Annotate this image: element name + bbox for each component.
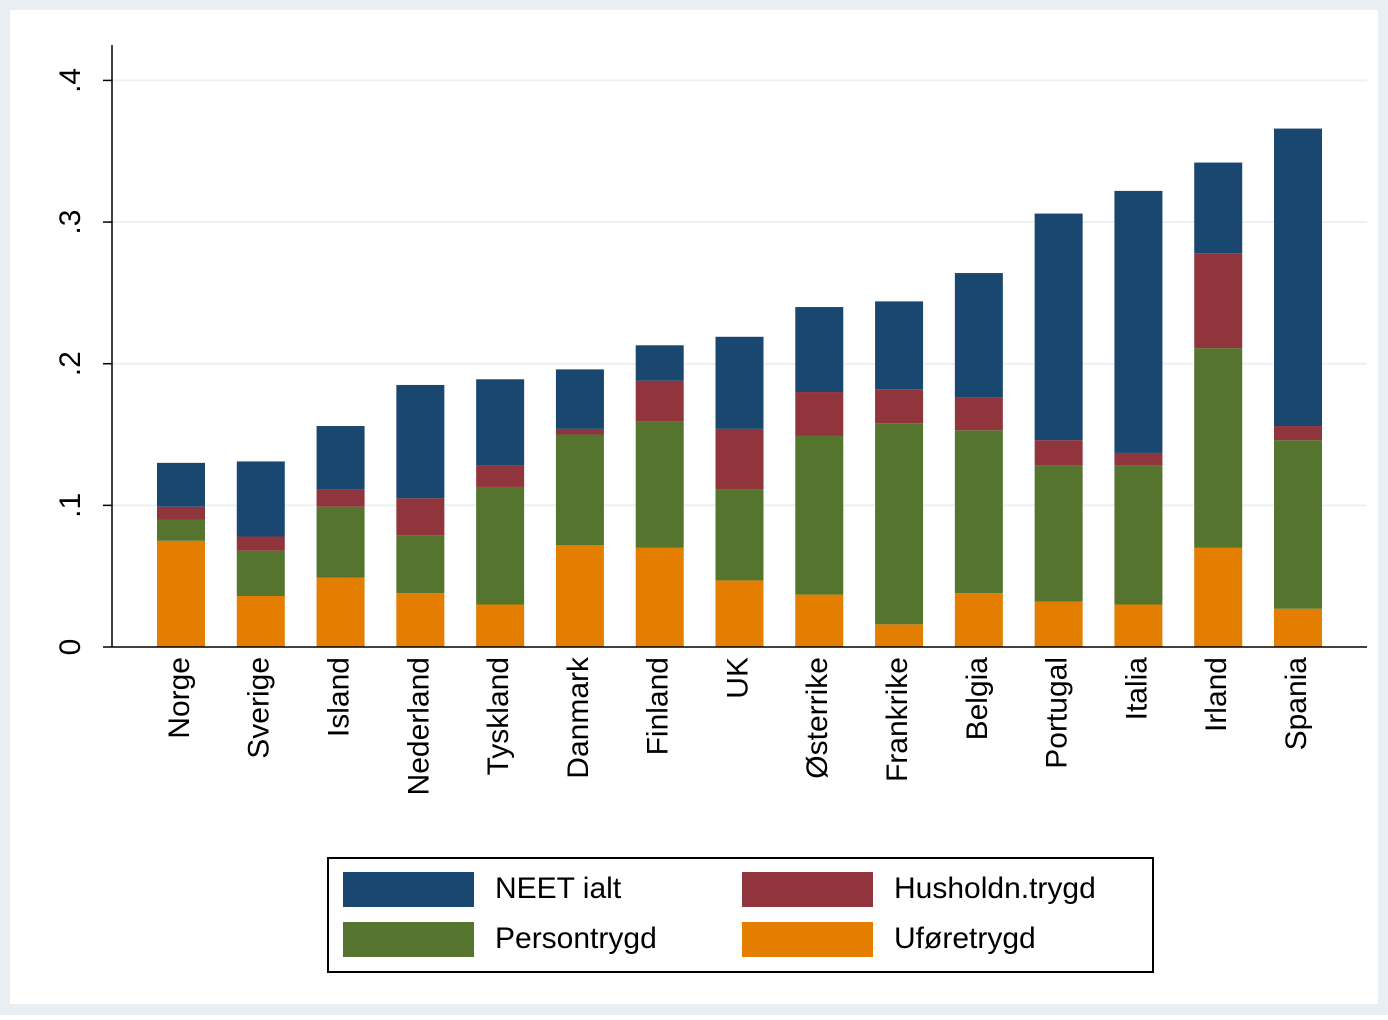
bar-segment — [476, 379, 525, 466]
legend-label: Uføretrygd — [894, 922, 1036, 955]
bar-segment — [555, 545, 604, 647]
legend-swatch — [343, 872, 474, 907]
bar-segment — [1194, 253, 1243, 349]
bar-segment — [715, 580, 764, 647]
bar-segment — [875, 624, 924, 647]
bar-segment — [316, 489, 365, 507]
bar-segment — [236, 596, 285, 647]
x-tick-label: Danmark — [562, 656, 595, 779]
bar-segment — [954, 593, 1003, 647]
x-tick-label: Østerrike — [801, 657, 834, 779]
y-tick-label: .3 — [54, 210, 87, 235]
bar-segment — [1114, 604, 1163, 647]
bar-segment — [875, 423, 924, 625]
bar-segment — [954, 397, 1003, 431]
x-tick-label: UK — [721, 657, 754, 699]
bar-segment — [555, 428, 604, 435]
bar-segment — [715, 428, 764, 490]
bar-segment — [157, 462, 205, 507]
x-tick-label: Tyskland — [482, 657, 515, 775]
bar-segment — [236, 550, 285, 597]
bar-segment — [396, 535, 445, 594]
legend-swatch — [343, 922, 474, 957]
x-tick-label: Finland — [642, 657, 675, 755]
bar-segment — [795, 392, 844, 436]
bar-segment — [635, 345, 684, 381]
bar-segment — [1034, 601, 1083, 647]
legend-label: Husholdn.trygd — [894, 872, 1096, 905]
x-tick-label: Portugal — [1041, 657, 1074, 769]
legend-label: NEET ialt — [495, 872, 622, 905]
bar-segment — [715, 336, 764, 429]
bar-segment — [157, 540, 205, 647]
bar-segment — [1274, 128, 1322, 427]
bar-segment — [1194, 348, 1243, 548]
x-tick-label: Irland — [1200, 657, 1233, 732]
graph-region — [10, 10, 1378, 1004]
bar-segment — [635, 421, 684, 548]
x-tick-label: Sverige — [243, 657, 276, 759]
bar-segment — [476, 465, 525, 487]
y-tick-label: 0 — [54, 639, 87, 656]
x-tick-label: Italia — [1120, 657, 1153, 721]
y-tick-label: .1 — [54, 493, 87, 518]
x-tick-label: Nederland — [402, 657, 435, 795]
legend-swatch — [742, 872, 873, 907]
bar-segment — [555, 369, 604, 429]
bar-segment — [1274, 440, 1322, 609]
bar-segment — [236, 461, 285, 537]
bar-segment — [1274, 426, 1322, 441]
bar-segment — [396, 384, 445, 499]
bar-segment — [1114, 452, 1163, 466]
bar-segment — [316, 577, 365, 647]
y-tick-label: .4 — [54, 68, 87, 93]
bar-segment — [476, 604, 525, 647]
bar-segment — [795, 435, 844, 595]
bar-segment — [635, 547, 684, 647]
bar-segment — [1114, 190, 1163, 453]
bar-segment — [157, 519, 205, 541]
x-tick-label: Island — [322, 657, 355, 737]
bar-segment — [476, 486, 525, 605]
x-tick-label: Belgia — [961, 657, 994, 741]
bar-segment — [795, 594, 844, 647]
bar-segment — [316, 506, 365, 578]
bar-segment — [795, 307, 844, 393]
bar-segment — [1274, 608, 1322, 647]
legend-swatch — [742, 922, 873, 957]
bar-segment — [157, 506, 205, 520]
bar-segment — [954, 430, 1003, 594]
bar-segment — [635, 380, 684, 422]
bar-segment — [1034, 213, 1083, 441]
x-tick-label: Norge — [163, 657, 196, 739]
bar-segment — [1114, 465, 1163, 605]
bar-segment — [875, 389, 924, 424]
bar-segment — [1034, 440, 1083, 466]
bar-segment — [236, 536, 285, 551]
bar-segment — [396, 498, 445, 536]
bar-segment — [396, 593, 445, 647]
bar-segment — [316, 426, 365, 490]
x-tick-label: Spania — [1280, 657, 1313, 751]
bar-segment — [715, 489, 764, 581]
x-tick-label: Frankrike — [881, 657, 914, 782]
bar-segment — [1194, 547, 1243, 647]
bar-segment — [555, 434, 604, 546]
y-tick-label: .2 — [54, 351, 87, 376]
bar-segment — [1194, 162, 1243, 254]
bar-segment — [1034, 465, 1083, 602]
bar-segment — [954, 273, 1003, 398]
bar-segment — [875, 301, 924, 390]
legend-label: Persontrygd — [495, 922, 657, 955]
